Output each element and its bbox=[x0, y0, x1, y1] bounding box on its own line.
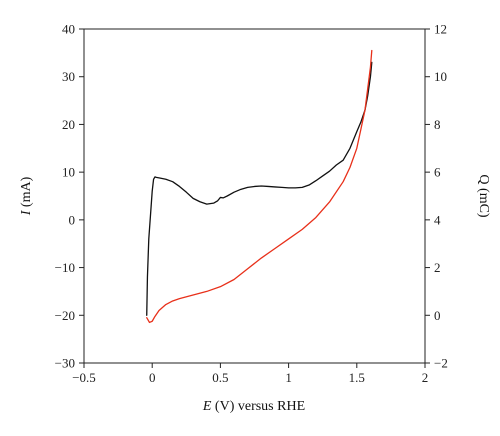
right-y-axis-ticks: −2 0 2 4 6 8 10 12 bbox=[425, 22, 448, 371]
right-y-tick-label: 8 bbox=[434, 117, 441, 132]
series-layer bbox=[146, 49, 373, 324]
right-y-tick-label: −2 bbox=[434, 356, 448, 371]
current-series-line bbox=[146, 61, 373, 316]
x-tick-label: 2 bbox=[422, 370, 429, 385]
x-tick-label: 1 bbox=[285, 370, 292, 385]
x-tick-label: 1.5 bbox=[349, 370, 365, 385]
left-y-tick-label: −20 bbox=[55, 308, 75, 323]
x-tick-label: 0 bbox=[149, 370, 156, 385]
right-y-tick-label: 2 bbox=[434, 260, 441, 275]
x-axis-label-text: (V) versus RHE bbox=[211, 399, 305, 414]
right-y-tick-label: 4 bbox=[434, 212, 441, 227]
left-y-tick-label: 0 bbox=[69, 212, 76, 227]
left-y-axis-label-text: (mA) bbox=[19, 176, 34, 210]
x-tick-label: −0.5 bbox=[72, 370, 96, 385]
x-axis-ticks: −0.5 0 0.5 1 1.5 2 bbox=[72, 363, 428, 385]
right-y-tick-label: 6 bbox=[434, 165, 441, 180]
right-y-tick-label: 12 bbox=[434, 22, 447, 37]
left-y-tick-label: 10 bbox=[62, 165, 75, 180]
left-y-tick-label: 20 bbox=[62, 117, 75, 132]
charge-series-line bbox=[146, 49, 373, 324]
left-y-axis-label: I (mA) bbox=[19, 176, 34, 216]
left-y-tick-label: 30 bbox=[62, 69, 75, 84]
left-y-tick-label: 40 bbox=[62, 22, 75, 37]
plot-frame bbox=[83, 28, 426, 364]
right-y-axis-label: Q (mC) bbox=[476, 174, 491, 218]
right-y-tick-label: 10 bbox=[434, 69, 447, 84]
left-y-tick-label: −10 bbox=[55, 260, 75, 275]
left-y-axis-label-symbol: I bbox=[19, 209, 34, 216]
left-y-axis-ticks: −30 −20 −10 0 10 20 30 40 bbox=[55, 22, 84, 371]
left-y-tick-label: −30 bbox=[55, 356, 75, 371]
x-axis-label: E (V) versus RHE bbox=[202, 399, 305, 414]
x-tick-label: 0.5 bbox=[212, 370, 228, 385]
right-y-tick-label: 0 bbox=[434, 308, 441, 323]
x-axis-label-symbol: E bbox=[202, 399, 212, 414]
